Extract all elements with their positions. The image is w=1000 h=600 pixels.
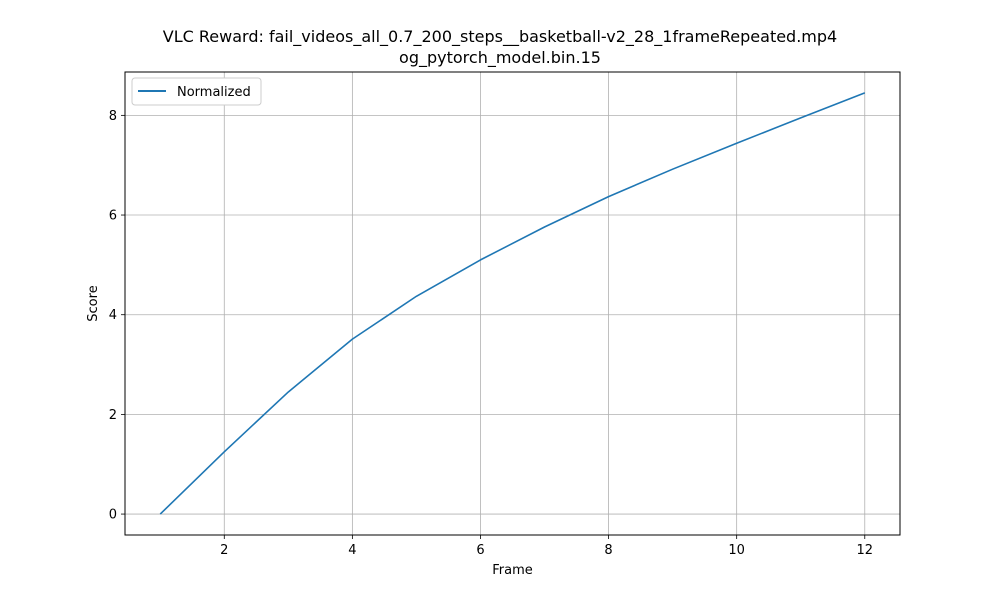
legend-entry-normalized: Normalized bbox=[177, 85, 251, 100]
y-tick-label: 0 bbox=[109, 508, 117, 523]
x-tick-label: 12 bbox=[856, 543, 873, 558]
x-tick-label: 4 bbox=[348, 543, 356, 558]
grid bbox=[125, 72, 900, 535]
chart-title: VLC Reward: fail_videos_all_0.7_200_step… bbox=[162, 27, 838, 46]
x-tick-label: 10 bbox=[728, 543, 745, 558]
x-tick-label: 2 bbox=[220, 543, 228, 558]
chart-subtitle: og_pytorch_model.bin.15 bbox=[399, 48, 601, 67]
series-line-normalized bbox=[159, 92, 866, 515]
legend-box bbox=[131, 77, 262, 106]
y-tick-label: 6 bbox=[109, 209, 117, 224]
series-layer bbox=[159, 92, 866, 515]
legend: Normalized bbox=[131, 77, 262, 106]
y-tick-label: 2 bbox=[109, 408, 117, 423]
plot-area bbox=[124, 71, 901, 536]
x-axis-label: Frame bbox=[492, 563, 533, 578]
x-tick-label: 8 bbox=[604, 543, 612, 558]
y-axis-label: Score bbox=[86, 285, 101, 321]
y-tick-label: 4 bbox=[109, 308, 117, 323]
axis-ticks: 2 4 6 8 10 12 0 2 4 6 8 bbox=[109, 109, 873, 558]
x-tick-label: 6 bbox=[476, 543, 484, 558]
y-tick-label: 8 bbox=[109, 109, 117, 124]
